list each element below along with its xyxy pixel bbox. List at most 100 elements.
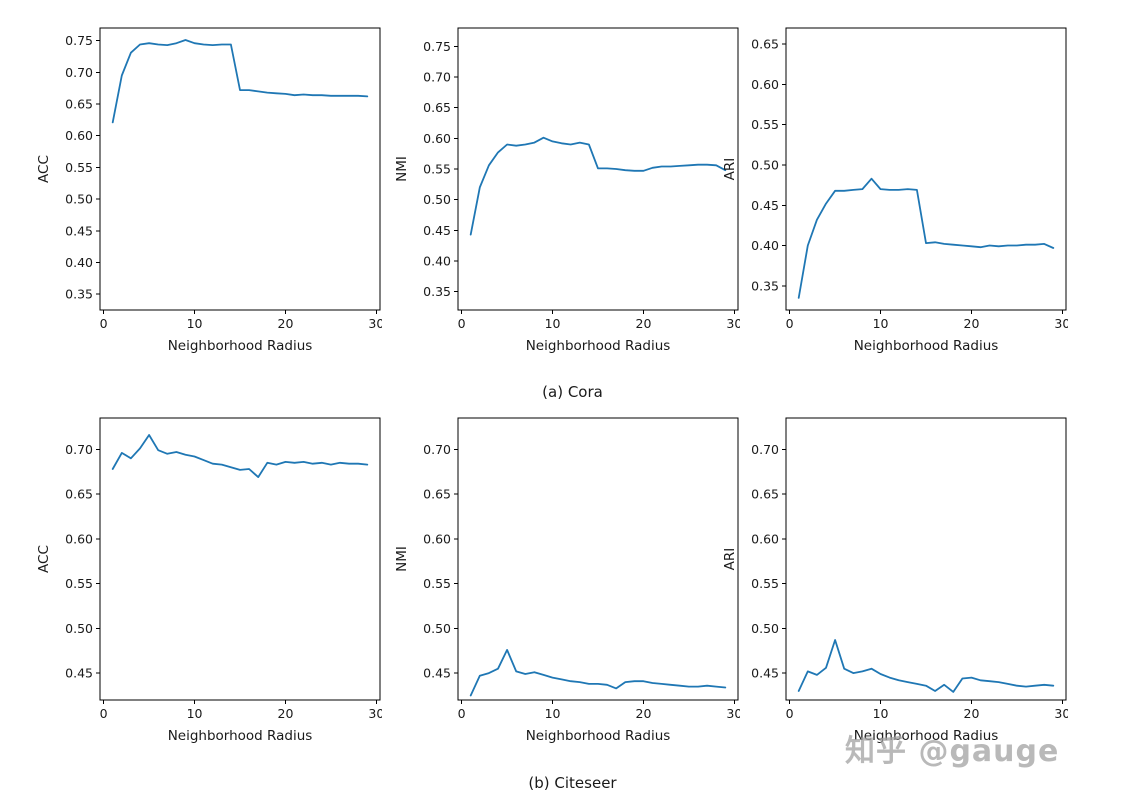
x-tick-label: 10 [545,316,561,331]
chart-svg-citeseer-acc: 0 10 20 30 0.45 0.50 0.55 0.60 0.65 0.70 Neighborh… [36,417,384,744]
y-tick-label: 0.70 [751,442,779,457]
x-tick-label: 30 [726,706,740,721]
y-tick-label: 0.40 [65,255,93,270]
y-tick-label: 0.40 [423,253,451,268]
x-tick-label: 10 [545,706,561,721]
y-axis-label: NMI [394,546,410,572]
y-axis-label: NMI [394,156,410,182]
y-tick-label: 0.55 [751,576,779,591]
x-tick-label: 10 [873,316,889,331]
watermark-zhihu: 知乎 @gauge [845,734,1060,769]
x-axis-label: Neighborhood Radius [526,728,671,744]
data-line [111,39,369,124]
x-tick-label: 20 [964,706,980,721]
x-tick-label: 30 [368,316,382,331]
y-tick-label: 0.65 [65,97,93,112]
x-tick-label: 10 [187,706,203,721]
data-line [797,177,1055,299]
axes-box [785,27,1067,311]
y-tick-label: 0.35 [65,287,93,302]
y-tick-label: 0.50 [423,192,451,207]
y-tick-label: 0.75 [65,33,93,48]
y-tick-label: 0.65 [65,487,93,502]
y-axis-label: ARI [722,548,738,571]
subplot-citeseer-acc: 0 10 20 30 0.45 0.50 0.55 0.60 0.65 0.70 Neighborh… [32,408,384,748]
caption-cora: (a) Cora [542,383,603,401]
x-tick-label: 30 [368,706,382,721]
chart-svg-cora-nmi: 0 10 20 30 0.35 0.40 0.45 0.50 0.55 0.60 0.65 0.70 0… [394,27,742,354]
y-tick-label: 0.50 [751,621,779,636]
y-tick-label: 0.65 [751,487,779,502]
axes-box [99,417,381,701]
y-tick-label: 0.70 [423,442,451,457]
subplot-cora-nmi: 0 10 20 30 0.35 0.40 0.45 0.50 0.55 0.60 0.65 0.70 0… [390,18,742,358]
y-tick-label: 0.70 [65,442,93,457]
y-tick-label: 0.65 [423,487,451,502]
y-tick-label: 0.45 [65,223,93,238]
y-tick-label: 0.70 [65,65,93,80]
x-axis-label: Neighborhood Radius [526,338,671,354]
y-tick-label: 0.60 [65,128,93,143]
y-tick-label: 0.50 [423,621,451,636]
y-axis-label: ARI [722,158,738,181]
data-line [469,136,727,236]
x-axis-label: Neighborhood Radius [168,338,313,354]
axes-box [457,417,739,701]
axes-box [785,417,1067,701]
chart-svg-cora-ari: 0 10 20 30 0.35 0.40 0.45 0.50 0.55 0.60 0.65 Neigh… [722,27,1070,354]
subplot-cora-ari: 0 10 20 30 0.35 0.40 0.45 0.50 0.55 0.60 0.65 Neigh… [718,18,1070,358]
y-tick-label: 0.50 [751,157,779,172]
y-tick-label: 0.35 [751,278,779,293]
y-tick-label: 0.45 [423,666,451,681]
data-line [797,639,1055,693]
x-tick-label: 0 [100,706,108,721]
y-tick-label: 0.75 [423,39,451,54]
data-line [111,434,369,478]
x-tick-label: 10 [187,316,203,331]
data-line [469,648,727,697]
x-tick-label: 30 [1054,706,1068,721]
x-tick-label: 20 [278,706,294,721]
y-tick-label: 0.65 [423,100,451,115]
x-tick-label: 0 [458,316,466,331]
chart-svg-citeseer-ari: 0 10 20 30 0.45 0.50 0.55 0.60 0.65 0.70 Neighborh… [722,417,1070,744]
y-tick-label: 0.60 [751,531,779,546]
subplot-citeseer-nmi: 0 10 20 30 0.45 0.50 0.55 0.60 0.65 0.70 Neighborh… [390,408,742,748]
chart-svg-citeseer-nmi: 0 10 20 30 0.45 0.50 0.55 0.60 0.65 0.70 Neighborh… [394,417,742,744]
y-tick-label: 0.60 [423,531,451,546]
caption-citeseer: (b) Citeseer [528,774,617,792]
y-tick-label: 0.65 [751,37,779,52]
y-axis-label: ACC [36,545,52,573]
x-axis-label: Neighborhood Radius [854,338,999,354]
y-tick-label: 0.55 [65,160,93,175]
x-tick-label: 0 [458,706,466,721]
y-tick-label: 0.55 [423,162,451,177]
x-tick-label: 20 [636,316,652,331]
y-tick-label: 0.45 [751,198,779,213]
y-tick-label: 0.50 [65,621,93,636]
y-tick-label: 0.45 [751,666,779,681]
y-tick-label: 0.50 [65,192,93,207]
x-axis-label: Neighborhood Radius [854,728,999,744]
x-tick-label: 10 [873,706,889,721]
x-tick-label: 20 [964,316,980,331]
y-tick-label: 0.55 [751,117,779,132]
y-tick-label: 0.70 [423,70,451,85]
subplot-citeseer-ari: 0 10 20 30 0.45 0.50 0.55 0.60 0.65 0.70 Neighborh… [718,408,1070,748]
y-tick-label: 0.60 [423,131,451,146]
y-tick-label: 0.55 [65,576,93,591]
x-tick-label: 0 [786,316,794,331]
x-tick-label: 30 [726,316,740,331]
chart-svg-cora-acc: 0 10 20 30 0.35 0.40 0.45 0.50 0.55 0.60 0.65 0.70 0… [36,27,384,354]
x-tick-label: 30 [1054,316,1068,331]
y-tick-label: 0.60 [751,77,779,92]
x-tick-label: 0 [100,316,108,331]
y-tick-label: 0.55 [423,576,451,591]
y-tick-label: 0.40 [751,238,779,253]
y-tick-label: 0.45 [423,223,451,238]
y-tick-label: 0.60 [65,531,93,546]
y-tick-label: 0.45 [65,666,93,681]
x-tick-label: 20 [636,706,652,721]
subplot-cora-acc: 0 10 20 30 0.35 0.40 0.45 0.50 0.55 0.60 0.65 0.70 0… [32,18,384,358]
